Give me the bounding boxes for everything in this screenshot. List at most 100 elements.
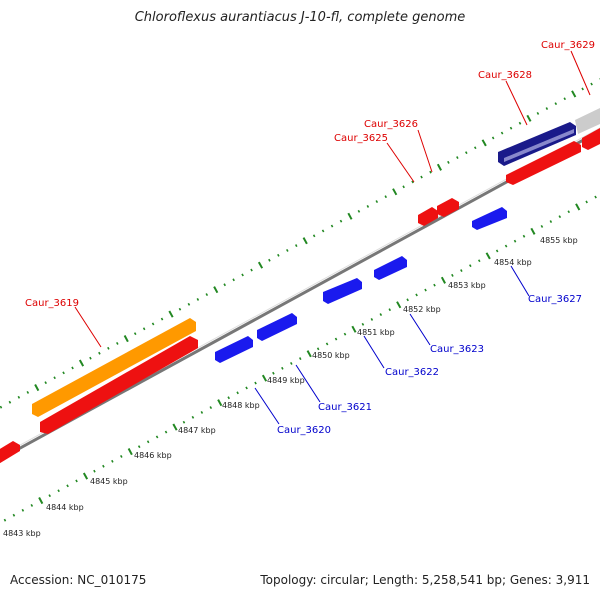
label-caur-3628[interactable]: Caur_3628 [478, 70, 532, 81]
gene-caur-3627[interactable] [472, 207, 507, 230]
minor-tick [415, 293, 418, 297]
minor-tick [3, 518, 7, 522]
accession-text: Accession: NC_010175 [10, 573, 147, 587]
minor-tick [98, 351, 101, 355]
minor-tick [133, 332, 137, 336]
gene-caur-3628[interactable] [506, 141, 581, 185]
major-tick [172, 423, 178, 431]
minor-tick [44, 381, 47, 385]
major-tick [302, 237, 308, 245]
gene-caur-3621[interactable] [257, 313, 297, 341]
minor-tick [200, 411, 204, 414]
gene-caur-3618[interactable] [0, 441, 20, 465]
label-caur-3627[interactable]: Caur_3627 [528, 294, 582, 305]
minor-tick [491, 136, 495, 140]
minor-tick [223, 283, 226, 287]
major-tick [168, 310, 174, 318]
minor-tick [107, 346, 110, 350]
minor-tick [8, 400, 12, 404]
minor-tick [567, 210, 571, 214]
label-caur-3625[interactable]: Caur_3625 [334, 133, 388, 144]
major-tick [261, 374, 268, 382]
minor-tick [402, 185, 405, 189]
minor-tick [111, 459, 114, 463]
minor-tick [504, 244, 508, 248]
major-tick [127, 448, 133, 456]
minor-tick [245, 386, 248, 390]
minor-tick [509, 126, 513, 130]
gene-caur-3620[interactable] [215, 336, 253, 363]
gene-caur-3626[interactable] [437, 198, 459, 217]
gene-caur-3629-gray[interactable] [575, 108, 600, 134]
label-caur-3626[interactable]: Caur_3626 [364, 119, 418, 130]
minor-tick [357, 209, 361, 213]
minor-tick [343, 332, 347, 336]
major-tick [575, 203, 581, 211]
minor-tick [286, 249, 289, 252]
leader-caur-3626 [417, 129, 433, 173]
minor-tick [272, 371, 275, 375]
major-tick [485, 252, 491, 260]
minor-tick [473, 146, 477, 150]
gene-caur-3622[interactable] [323, 278, 362, 304]
major-tick [436, 163, 442, 171]
leader-caur-3629 [570, 50, 591, 96]
scale-label: 4852 kbp [403, 305, 441, 314]
minor-tick [12, 513, 16, 517]
scale-label: 4845 kbp [90, 477, 128, 486]
minor-tick [321, 229, 325, 233]
minor-tick [75, 479, 78, 483]
gene-caur-3625[interactable] [418, 207, 438, 226]
major-tick [123, 335, 129, 343]
minor-tick [513, 239, 517, 243]
minor-tick [361, 322, 365, 326]
scale-label: 4848 kbp [222, 401, 260, 410]
minor-tick [563, 97, 567, 101]
leader-caur-3619 [74, 306, 102, 348]
major-tick [78, 359, 85, 367]
minor-tick [116, 342, 119, 345]
minor-tick [268, 258, 271, 262]
scale-label: 4849 kbp [267, 376, 305, 385]
minor-tick [227, 396, 230, 400]
leader-caur-3620 [254, 387, 280, 425]
minor-tick [277, 253, 280, 257]
gene-caur-3623[interactable] [374, 256, 407, 280]
minor-tick [495, 249, 499, 253]
gene-caur-3619-highlight[interactable] [32, 318, 196, 417]
minor-tick [456, 156, 459, 159]
minor-tick [330, 224, 334, 228]
minor-tick [26, 391, 30, 394]
minor-tick [339, 219, 343, 223]
minor-tick [146, 440, 150, 444]
label-caur-3623[interactable]: Caur_3623 [430, 344, 484, 355]
scale-label: 4846 kbp [134, 451, 172, 460]
minor-tick [53, 376, 56, 380]
minor-tick [62, 371, 65, 375]
label-caur-3629[interactable]: Caur_3629 [541, 40, 595, 51]
scale-label: 4847 kbp [178, 426, 216, 435]
minor-tick [241, 273, 244, 277]
minor-tick [451, 273, 454, 277]
label-caur-3622[interactable]: Caur_3622 [385, 367, 439, 378]
gene-caur-3619-forward[interactable] [40, 336, 198, 434]
label-caur-3619[interactable]: Caur_3619 [25, 298, 79, 309]
minor-tick [312, 234, 316, 238]
major-tick [257, 261, 264, 269]
leader-caur-3627 [510, 265, 530, 297]
gene-rna-region-light [504, 129, 574, 162]
major-tick [396, 301, 402, 309]
label-caur-3620[interactable]: Caur_3620 [277, 425, 331, 436]
minor-tick [205, 293, 209, 296]
minor-tick [549, 220, 553, 223]
leader-caur-3625 [386, 142, 415, 183]
gene-caur-3629[interactable] [582, 128, 600, 150]
minor-tick [594, 195, 597, 199]
label-caur-3621[interactable]: Caur_3621 [318, 402, 372, 413]
minor-tick [424, 288, 427, 292]
minor-tick [21, 508, 25, 512]
outer-tick-marks [0, 78, 600, 409]
minor-tick [290, 362, 293, 365]
minor-tick [102, 464, 105, 468]
minor-tick [536, 112, 540, 115]
